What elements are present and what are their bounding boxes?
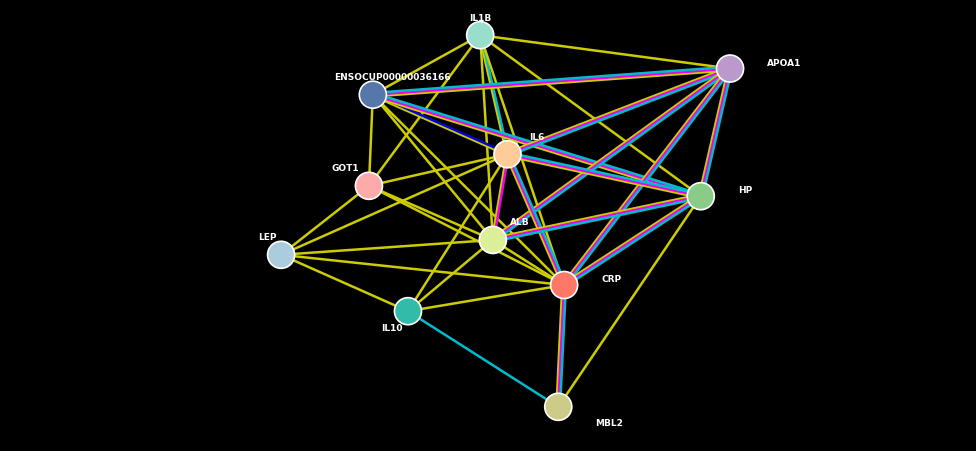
Text: IL1B: IL1B <box>469 14 491 23</box>
Ellipse shape <box>267 241 295 268</box>
Ellipse shape <box>359 81 386 108</box>
Text: IL6: IL6 <box>529 133 545 142</box>
Ellipse shape <box>716 55 744 82</box>
Ellipse shape <box>545 393 572 420</box>
Text: CRP: CRP <box>601 275 622 284</box>
Text: ALB: ALB <box>510 218 530 227</box>
Ellipse shape <box>687 183 714 210</box>
Text: HP: HP <box>738 186 752 195</box>
Ellipse shape <box>494 141 521 168</box>
Ellipse shape <box>355 172 383 199</box>
Text: LEP: LEP <box>258 233 276 242</box>
Text: MBL2: MBL2 <box>595 419 624 428</box>
Ellipse shape <box>479 226 507 253</box>
Text: ENSOCUP00000036166: ENSOCUP00000036166 <box>334 73 451 82</box>
Ellipse shape <box>467 22 494 49</box>
Ellipse shape <box>550 272 578 299</box>
Text: GOT1: GOT1 <box>332 164 359 173</box>
Ellipse shape <box>394 298 422 325</box>
Text: APOA1: APOA1 <box>767 59 801 68</box>
Text: IL10: IL10 <box>382 324 403 333</box>
